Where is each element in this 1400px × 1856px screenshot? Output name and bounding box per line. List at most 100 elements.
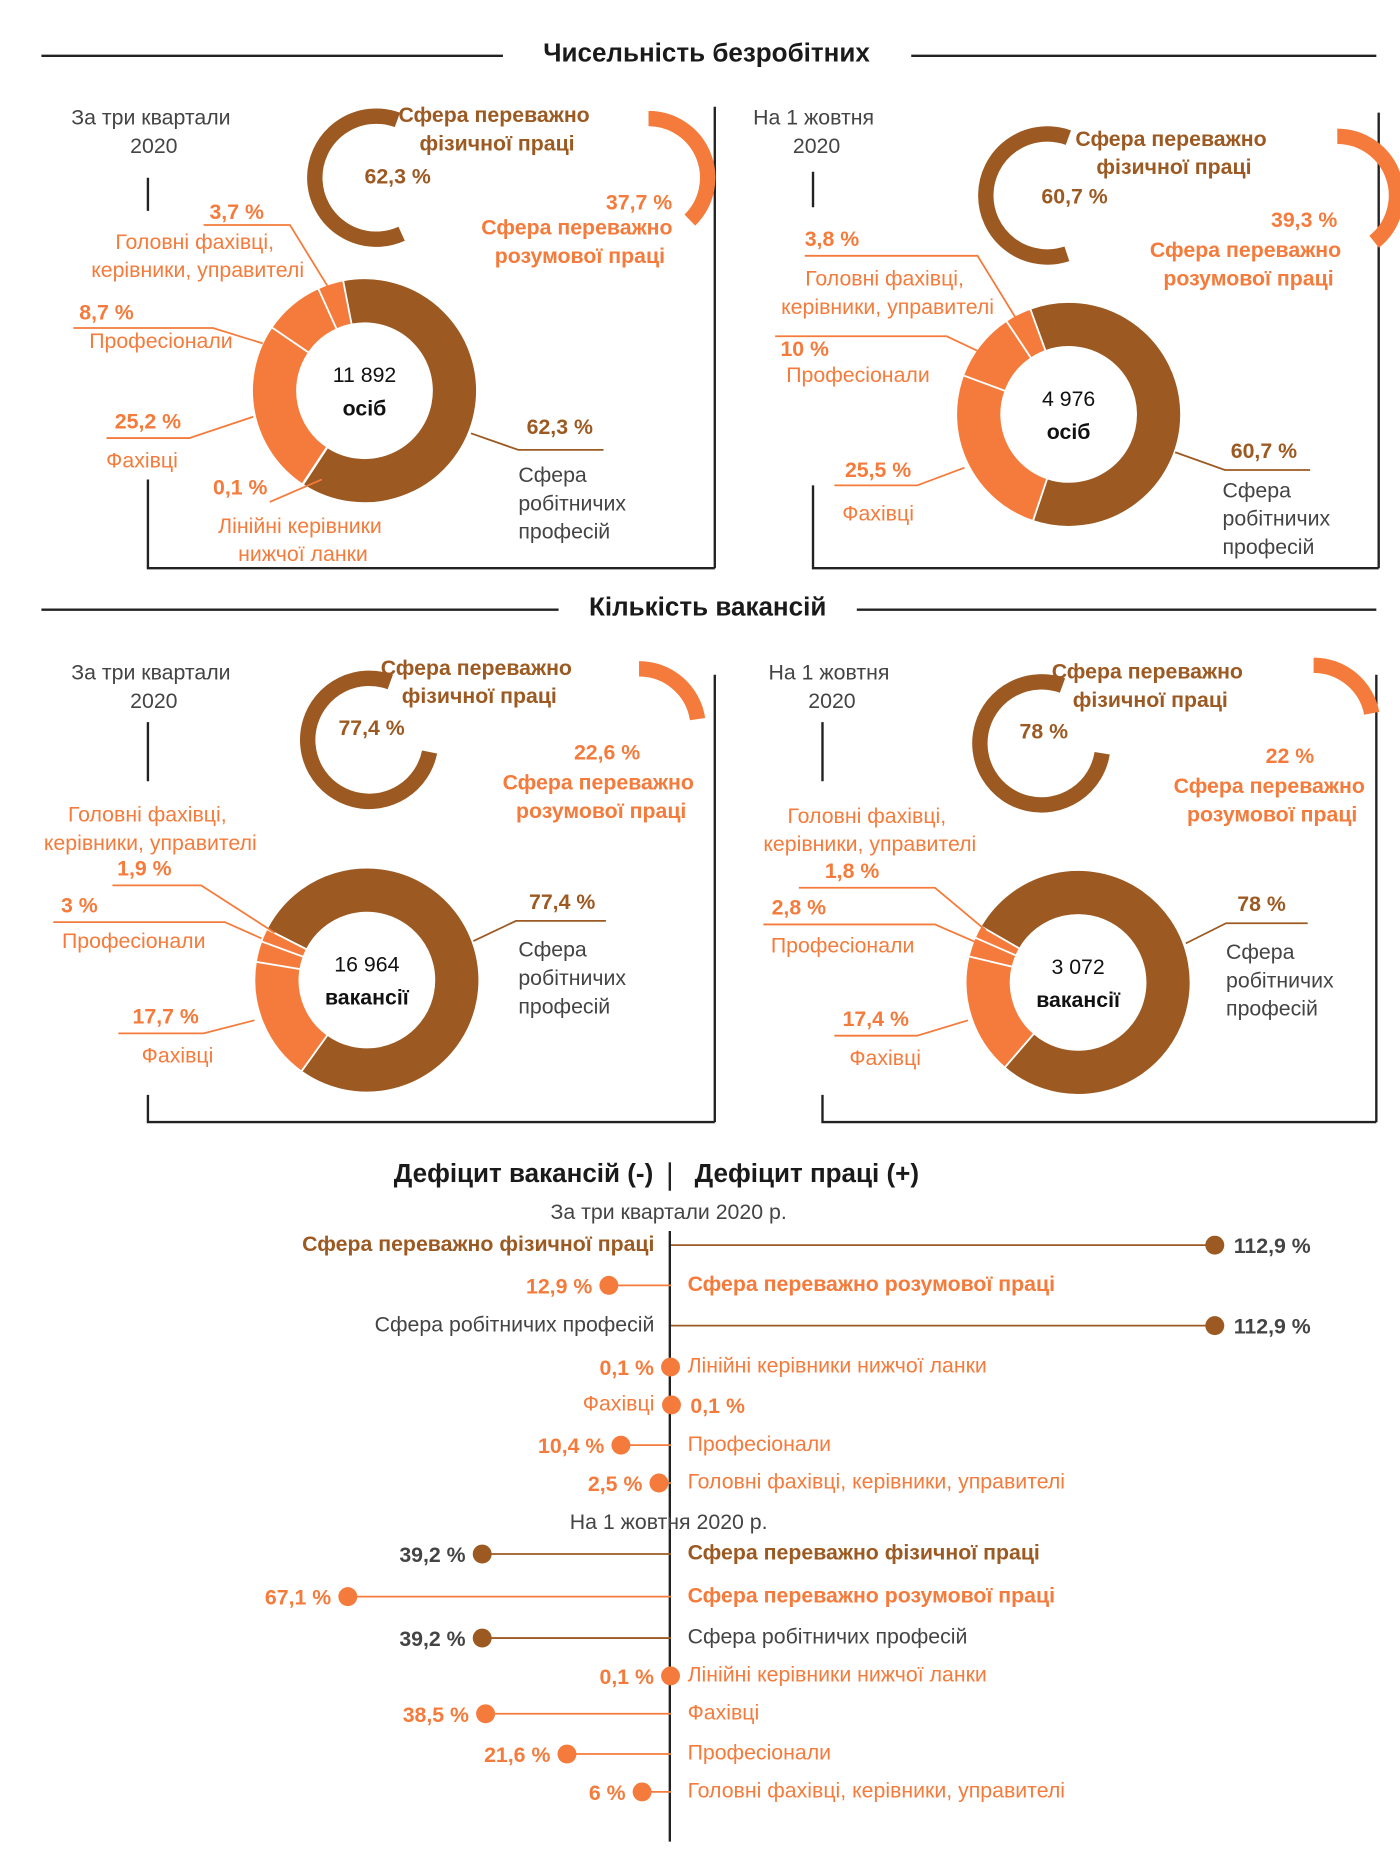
category-label-line: Головні фахівці, bbox=[68, 802, 233, 826]
sphere-label-line: Сфера переважно bbox=[398, 103, 595, 127]
sphere-label: Сфера переважно фізичної праці bbox=[1075, 126, 1272, 178]
sphere-value: 22 % bbox=[1266, 744, 1315, 768]
category-label: Сфера робітничих професій bbox=[518, 463, 632, 544]
category-label-line: Лінійні керівники bbox=[218, 513, 388, 537]
leader-line bbox=[1185, 922, 1308, 945]
sphere-label-line: Сфера переважно bbox=[381, 655, 578, 679]
category-label: Лінійні керівники нижчої ланки bbox=[688, 1663, 987, 1687]
value-label: 60,7 % bbox=[1231, 439, 1297, 463]
leader-line bbox=[118, 1019, 255, 1035]
total: 3 072 bbox=[1051, 955, 1104, 979]
total-unit: вакансії bbox=[1036, 988, 1121, 1012]
sphere-arc bbox=[648, 110, 716, 226]
sphere-label-line: фізичної праці bbox=[1073, 687, 1228, 711]
sphere-label-line: фізичної праці bbox=[419, 131, 574, 155]
value-label: 2,5 % bbox=[588, 1472, 643, 1496]
left-header: Дефіцит вакансій (-) bbox=[394, 1158, 654, 1188]
value-label: 17,4 % bbox=[843, 1007, 909, 1031]
sphere-label-line: Сфера переважно bbox=[1052, 659, 1249, 683]
category-label: Професіонали bbox=[62, 929, 206, 953]
leader-line bbox=[834, 466, 965, 487]
sphere-label-line: Сфера переважно bbox=[1150, 238, 1347, 262]
category-label-line: Сфера bbox=[518, 937, 592, 961]
dot bbox=[557, 1744, 577, 1764]
value-label: 3,8 % bbox=[805, 227, 860, 251]
category-label: Головні фахівці, керівники, управителі bbox=[763, 803, 976, 855]
category-label-line: професій bbox=[1226, 996, 1318, 1020]
category-label: Професіонали bbox=[786, 363, 930, 387]
category-label: Головні фахівці, керівники, управителі bbox=[781, 266, 994, 318]
dot bbox=[649, 1473, 669, 1493]
dot bbox=[1205, 1316, 1225, 1336]
category-label: Лінійні керівники нижчої ланки bbox=[688, 1354, 987, 1378]
category-label: Сфера робітничих професій bbox=[1226, 939, 1340, 1020]
category-label-line: робітничих bbox=[1226, 968, 1340, 992]
donut-segment bbox=[301, 277, 478, 504]
category-label-line: керівники, управителі bbox=[44, 831, 257, 855]
category-label: Сфера переважно розумової праці bbox=[688, 1272, 1055, 1296]
sphere-label-line: фізичної праці bbox=[402, 684, 557, 708]
leader-line bbox=[112, 884, 276, 934]
leader-line bbox=[269, 478, 323, 503]
period: На 1 жовтня 2020 bbox=[769, 660, 896, 712]
sphere-value: 60,7 % bbox=[1041, 184, 1107, 208]
sphere-label: Сфера переважно фізичної праці bbox=[398, 103, 595, 155]
leader-line bbox=[763, 923, 980, 945]
value-label: 67,1 % bbox=[265, 1586, 331, 1610]
category-label-line: керівники, управителі bbox=[781, 295, 994, 319]
leader-line bbox=[73, 327, 263, 345]
category-label: Фахівці bbox=[842, 502, 914, 526]
sphere-arc bbox=[638, 661, 706, 721]
category-label: Сфера переважно розумової праці bbox=[688, 1583, 1055, 1607]
dot bbox=[632, 1782, 652, 1802]
frame bbox=[146, 674, 716, 1124]
value-label: 25,5 % bbox=[845, 458, 911, 482]
dot bbox=[599, 1275, 619, 1295]
category-label: Фахівці bbox=[106, 448, 178, 472]
value-label: 39,2 % bbox=[399, 1543, 465, 1567]
category-label-line: Сфера bbox=[518, 463, 592, 487]
category-label-line: робітничих bbox=[1222, 506, 1336, 530]
category-label-line: Головні фахівці, bbox=[115, 229, 280, 253]
sphere-arc bbox=[300, 670, 438, 810]
category-label-line: керівники, управителі bbox=[763, 832, 976, 856]
category-label: Головні фахівці, керівники, управителі bbox=[44, 802, 257, 854]
period: За три квартали 2020 bbox=[71, 660, 236, 712]
category-label: Фахівці bbox=[688, 1700, 760, 1724]
sphere-label-line: фізичної праці bbox=[1096, 155, 1251, 179]
category-label: Професіонали bbox=[688, 1741, 832, 1765]
value-label: 3,7 % bbox=[209, 200, 264, 224]
value-label: 77,4 % bbox=[529, 890, 595, 914]
frame bbox=[811, 112, 1380, 570]
value-label: 112,9 % bbox=[1234, 1234, 1311, 1258]
dot bbox=[661, 1666, 680, 1686]
category-label: Головні фахівці, керівники, управителі bbox=[91, 229, 304, 281]
sphere-arc bbox=[972, 674, 1110, 813]
category-label-line: Головні фахівці, bbox=[788, 803, 953, 827]
period-line: 2020 bbox=[130, 689, 178, 713]
category-label-line: Сфера bbox=[1222, 478, 1296, 502]
value-label: 10,4 % bbox=[538, 1434, 604, 1458]
period-line: 2020 bbox=[808, 689, 856, 713]
category-label: Професіонали bbox=[89, 329, 233, 353]
period-line: На 1 жовтня bbox=[753, 105, 880, 129]
category-label: Сфера робітничих професій bbox=[375, 1312, 655, 1336]
sphere-value: 77,4 % bbox=[338, 716, 404, 740]
group-title: На 1 жовтня 2020 р. bbox=[570, 1510, 768, 1534]
value-label: 0,1 % bbox=[599, 1665, 654, 1689]
category-label: Фахівці bbox=[583, 1392, 655, 1416]
value-label: 0,1 % bbox=[213, 476, 268, 500]
category-label: Лінійні керівники нижчої ланки bbox=[218, 513, 388, 565]
frame bbox=[821, 674, 1378, 1124]
category-label-line: Сфера bbox=[1226, 939, 1300, 963]
donut-segment bbox=[979, 869, 1192, 1096]
category-label: Професіонали bbox=[771, 934, 915, 958]
period-line: 2020 bbox=[130, 134, 178, 158]
value-label: 62,3 % bbox=[527, 415, 593, 439]
category-label: Сфера робітничих професій bbox=[1222, 478, 1336, 559]
value-label: 1,8 % bbox=[825, 859, 880, 883]
dot bbox=[662, 1395, 681, 1415]
leader-line bbox=[203, 224, 329, 288]
category-label: Фахівці bbox=[849, 1046, 921, 1070]
